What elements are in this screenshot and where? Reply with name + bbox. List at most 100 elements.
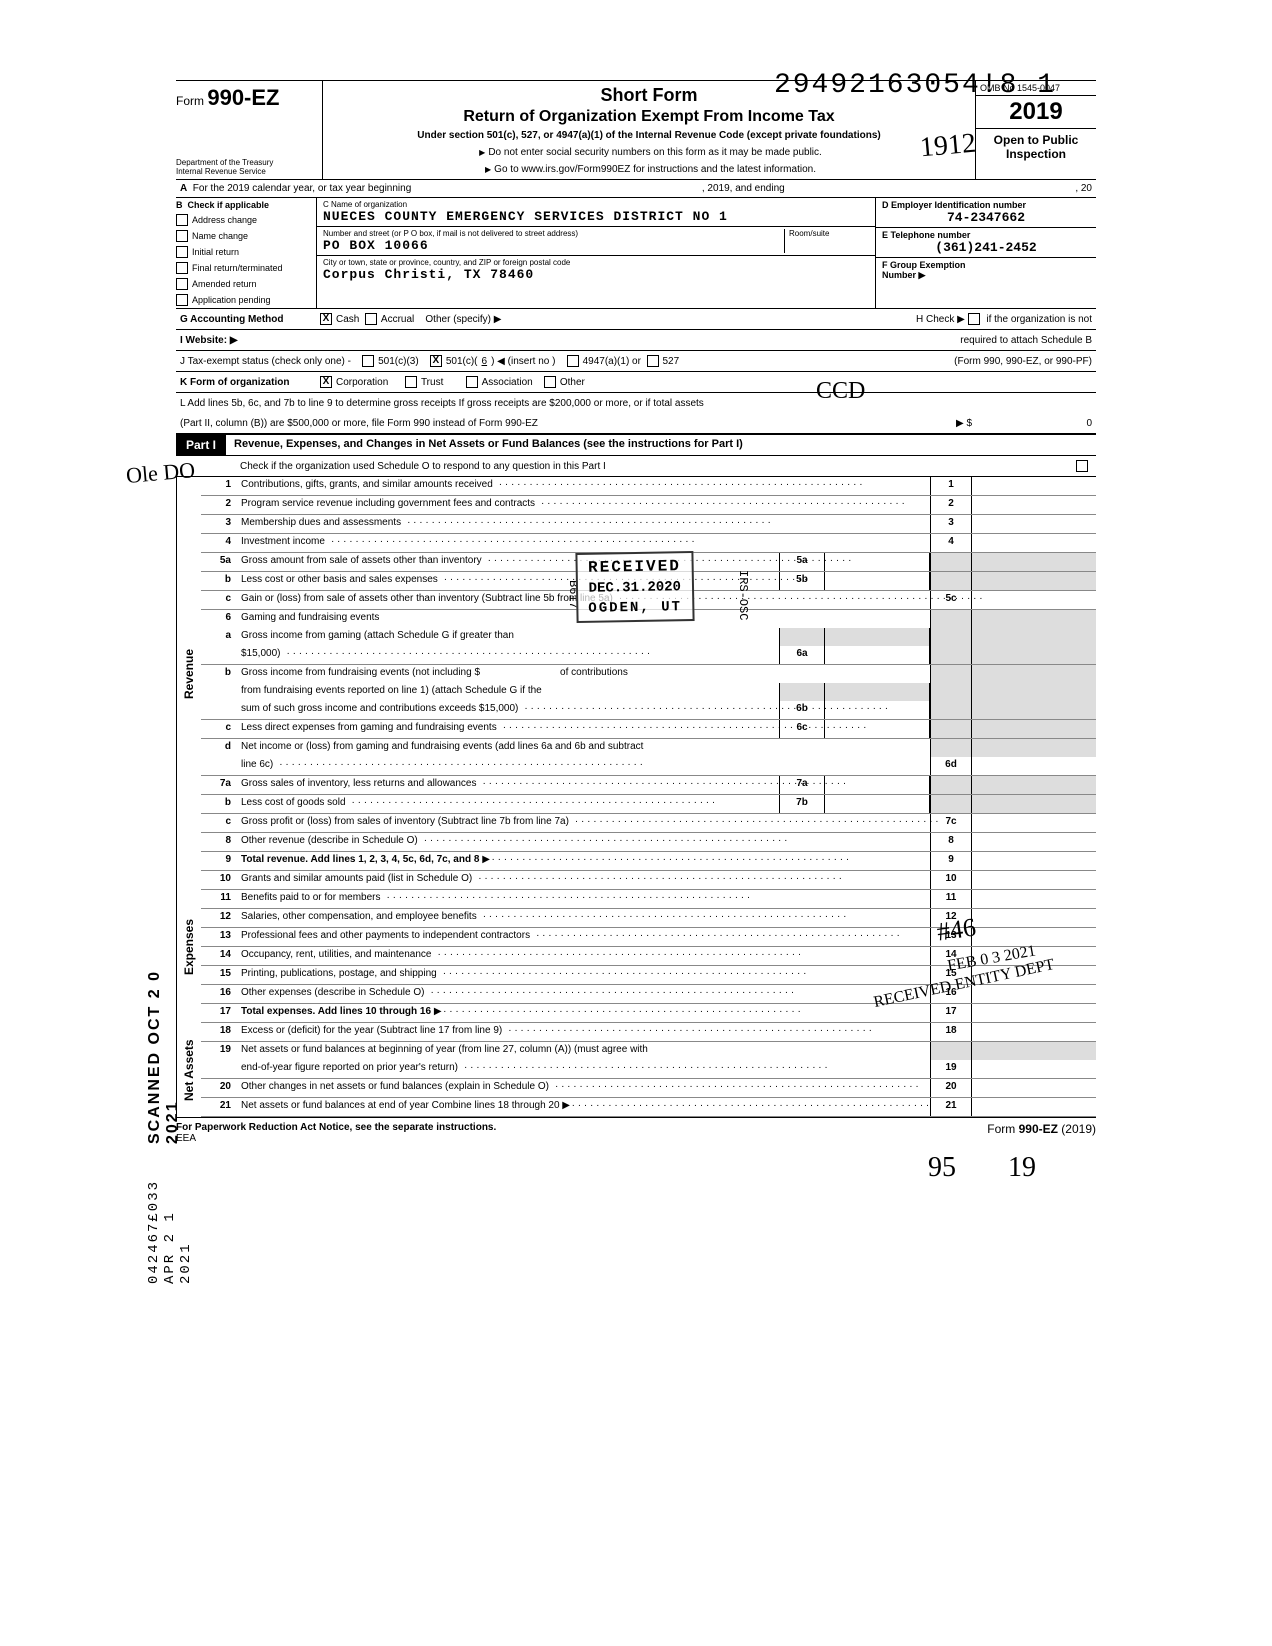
rval-5c[interactable] xyxy=(971,591,1096,609)
b-header: Check if applicable xyxy=(188,200,270,210)
rval-1[interactable] xyxy=(971,477,1096,495)
line13-txt: Professional fees and other payments to … xyxy=(241,930,530,941)
chk-schedule-o[interactable] xyxy=(1076,460,1088,472)
rval-8[interactable] xyxy=(971,833,1096,851)
lbl-phone: E Telephone number xyxy=(882,230,1090,240)
rval-19[interactable] xyxy=(971,1060,1096,1078)
lbl-trust: Trust xyxy=(421,377,443,388)
chk-cash[interactable]: X xyxy=(320,313,332,325)
chk-initial-return[interactable] xyxy=(176,246,188,258)
header-left: Form 990-EZ Department of the Treasury I… xyxy=(176,81,323,179)
chk-other-org[interactable] xyxy=(544,376,556,388)
footer-eea: EEA xyxy=(176,1133,496,1144)
lbl-initial-return: Initial return xyxy=(192,247,239,257)
line16-txt: Other expenses (describe in Schedule O) xyxy=(241,987,424,998)
form-number-val: 990-EZ xyxy=(207,85,279,110)
rval-3[interactable] xyxy=(971,515,1096,533)
chk-527[interactable] xyxy=(647,355,659,367)
rval-6d[interactable] xyxy=(971,757,1096,775)
rval-9[interactable] xyxy=(971,852,1096,870)
lbl-other-method: Other (specify) ▶ xyxy=(425,314,501,325)
chk-trust[interactable] xyxy=(405,376,417,388)
rbox-11: 11 xyxy=(930,890,971,908)
rbox-20: 20 xyxy=(930,1079,971,1097)
line-j: J Tax-exempt status (check only one) - 5… xyxy=(176,351,1096,372)
rbox-18: 18 xyxy=(930,1023,971,1041)
mbox-7b: 7b xyxy=(779,795,825,813)
line19-txt1: Net assets or fund balances at beginning… xyxy=(241,1044,648,1055)
chk-501c3[interactable] xyxy=(362,355,374,367)
line6b-txt1: Gross income from fundraising events (no… xyxy=(241,667,480,678)
line11-txt: Benefits paid to or for members xyxy=(241,892,381,903)
handwritten-1912: 1912 xyxy=(919,128,978,165)
lbl-city: City or town, state or province, country… xyxy=(323,258,869,267)
rbox-3: 3 xyxy=(930,515,971,533)
lbl-group-exemption: F Group Exemption xyxy=(882,260,1090,270)
lbl-room: Room/suite xyxy=(789,229,869,238)
line12-txt: Salaries, other compensation, and employ… xyxy=(241,911,477,922)
rval-18[interactable] xyxy=(971,1023,1096,1041)
line8-txt: Other revenue (describe in Schedule O) xyxy=(241,835,418,846)
chk-name-change[interactable] xyxy=(176,230,188,242)
footer-form: Form 990-EZ (2019) xyxy=(987,1122,1096,1144)
lbl-501c: 501(c)( xyxy=(446,356,478,367)
rval-10[interactable] xyxy=(971,871,1096,889)
rval-17[interactable] xyxy=(971,1004,1096,1022)
rval-21[interactable] xyxy=(971,1098,1096,1116)
line-i: I Website: ▶ required to attach Schedule… xyxy=(176,330,1096,351)
part1-label: Part I xyxy=(176,435,226,455)
chk-final-return[interactable] xyxy=(176,262,188,274)
lbl-4947: 4947(a)(1) or xyxy=(583,356,641,367)
subtitle: Under section 501(c), 527, or 4947(a)(1)… xyxy=(333,130,965,141)
lbl-amended: Amended return xyxy=(192,279,257,289)
line-l-1: L Add lines 5b, 6c, and 7b to line 9 to … xyxy=(176,393,1096,413)
chk-accrual[interactable] xyxy=(365,313,377,325)
lbl-final-return: Final return/terminated xyxy=(192,263,283,273)
stamp-irsosc: IRS-OSC xyxy=(736,570,750,620)
line15-txt: Printing, publications, postage, and shi… xyxy=(241,968,437,979)
line5a-txt: Gross amount from sale of assets other t… xyxy=(241,555,482,566)
rval-12[interactable] xyxy=(971,909,1096,927)
val-501c-num: 6 xyxy=(478,356,492,367)
lbl-form-of-org: K Form of organization xyxy=(180,377,320,388)
chk-association[interactable] xyxy=(466,376,478,388)
expenses-grid: Expenses 10Grants and similar amounts pa… xyxy=(176,871,1096,1023)
line18-txt: Excess or (deficit) for the year (Subtra… xyxy=(241,1025,502,1036)
rbox-10: 10 xyxy=(930,871,971,889)
chk-application-pending[interactable] xyxy=(176,294,188,306)
dept-irs: Internal Revenue Service xyxy=(176,168,316,177)
line-a-mid: , 2019, and ending xyxy=(702,183,785,194)
line20-txt: Other changes in net assets or fund bala… xyxy=(241,1081,549,1092)
rval-2[interactable] xyxy=(971,496,1096,514)
note2-text: Go to www.irs.gov/Form990EZ for instruct… xyxy=(494,164,816,175)
rval-20[interactable] xyxy=(971,1079,1096,1097)
chk-address-change[interactable] xyxy=(176,214,188,226)
lbl-h-check: H Check ▶ xyxy=(916,314,965,325)
rval-4[interactable] xyxy=(971,534,1096,552)
mval-5b[interactable] xyxy=(825,572,930,590)
chk-corporation[interactable]: X xyxy=(320,376,332,388)
rval-11[interactable] xyxy=(971,890,1096,908)
stamp-46: #46 xyxy=(935,912,978,947)
netassets-grid: Net Assets 18Excess or (deficit) for the… xyxy=(176,1023,1096,1117)
mval-6a[interactable] xyxy=(825,646,930,664)
lbl-accounting-method: G Accounting Method xyxy=(180,314,320,325)
chk-501c[interactable]: X xyxy=(430,355,442,367)
ein-value: 74-2347662 xyxy=(882,210,1090,225)
rval-7c[interactable] xyxy=(971,814,1096,832)
line-l-arrow: ▶ $ xyxy=(956,418,972,429)
mbox-6a: 6a xyxy=(779,646,825,664)
stamp-received-l1: RECEIVED xyxy=(588,557,682,577)
rbox-9: 9 xyxy=(930,852,971,870)
part1-check-text: Check if the organization used Schedule … xyxy=(240,461,606,472)
lbl-501c3: 501(c)(3) xyxy=(378,356,419,367)
lbl-insert-no: ) ◀ (insert no ) xyxy=(491,356,555,367)
line6d-txt2: line 6c) xyxy=(241,759,273,770)
mval-7b[interactable] xyxy=(825,795,930,813)
chk-amended[interactable] xyxy=(176,278,188,290)
line6d-txt1: Net income or (loss) from gaming and fun… xyxy=(241,741,643,752)
col-c-org: C Name of organization NUECES COUNTY EME… xyxy=(316,198,876,308)
chk-h-schedule-b[interactable] xyxy=(968,313,980,325)
col-def: D Employer Identification number 74-2347… xyxy=(876,198,1096,308)
chk-4947[interactable] xyxy=(567,355,579,367)
